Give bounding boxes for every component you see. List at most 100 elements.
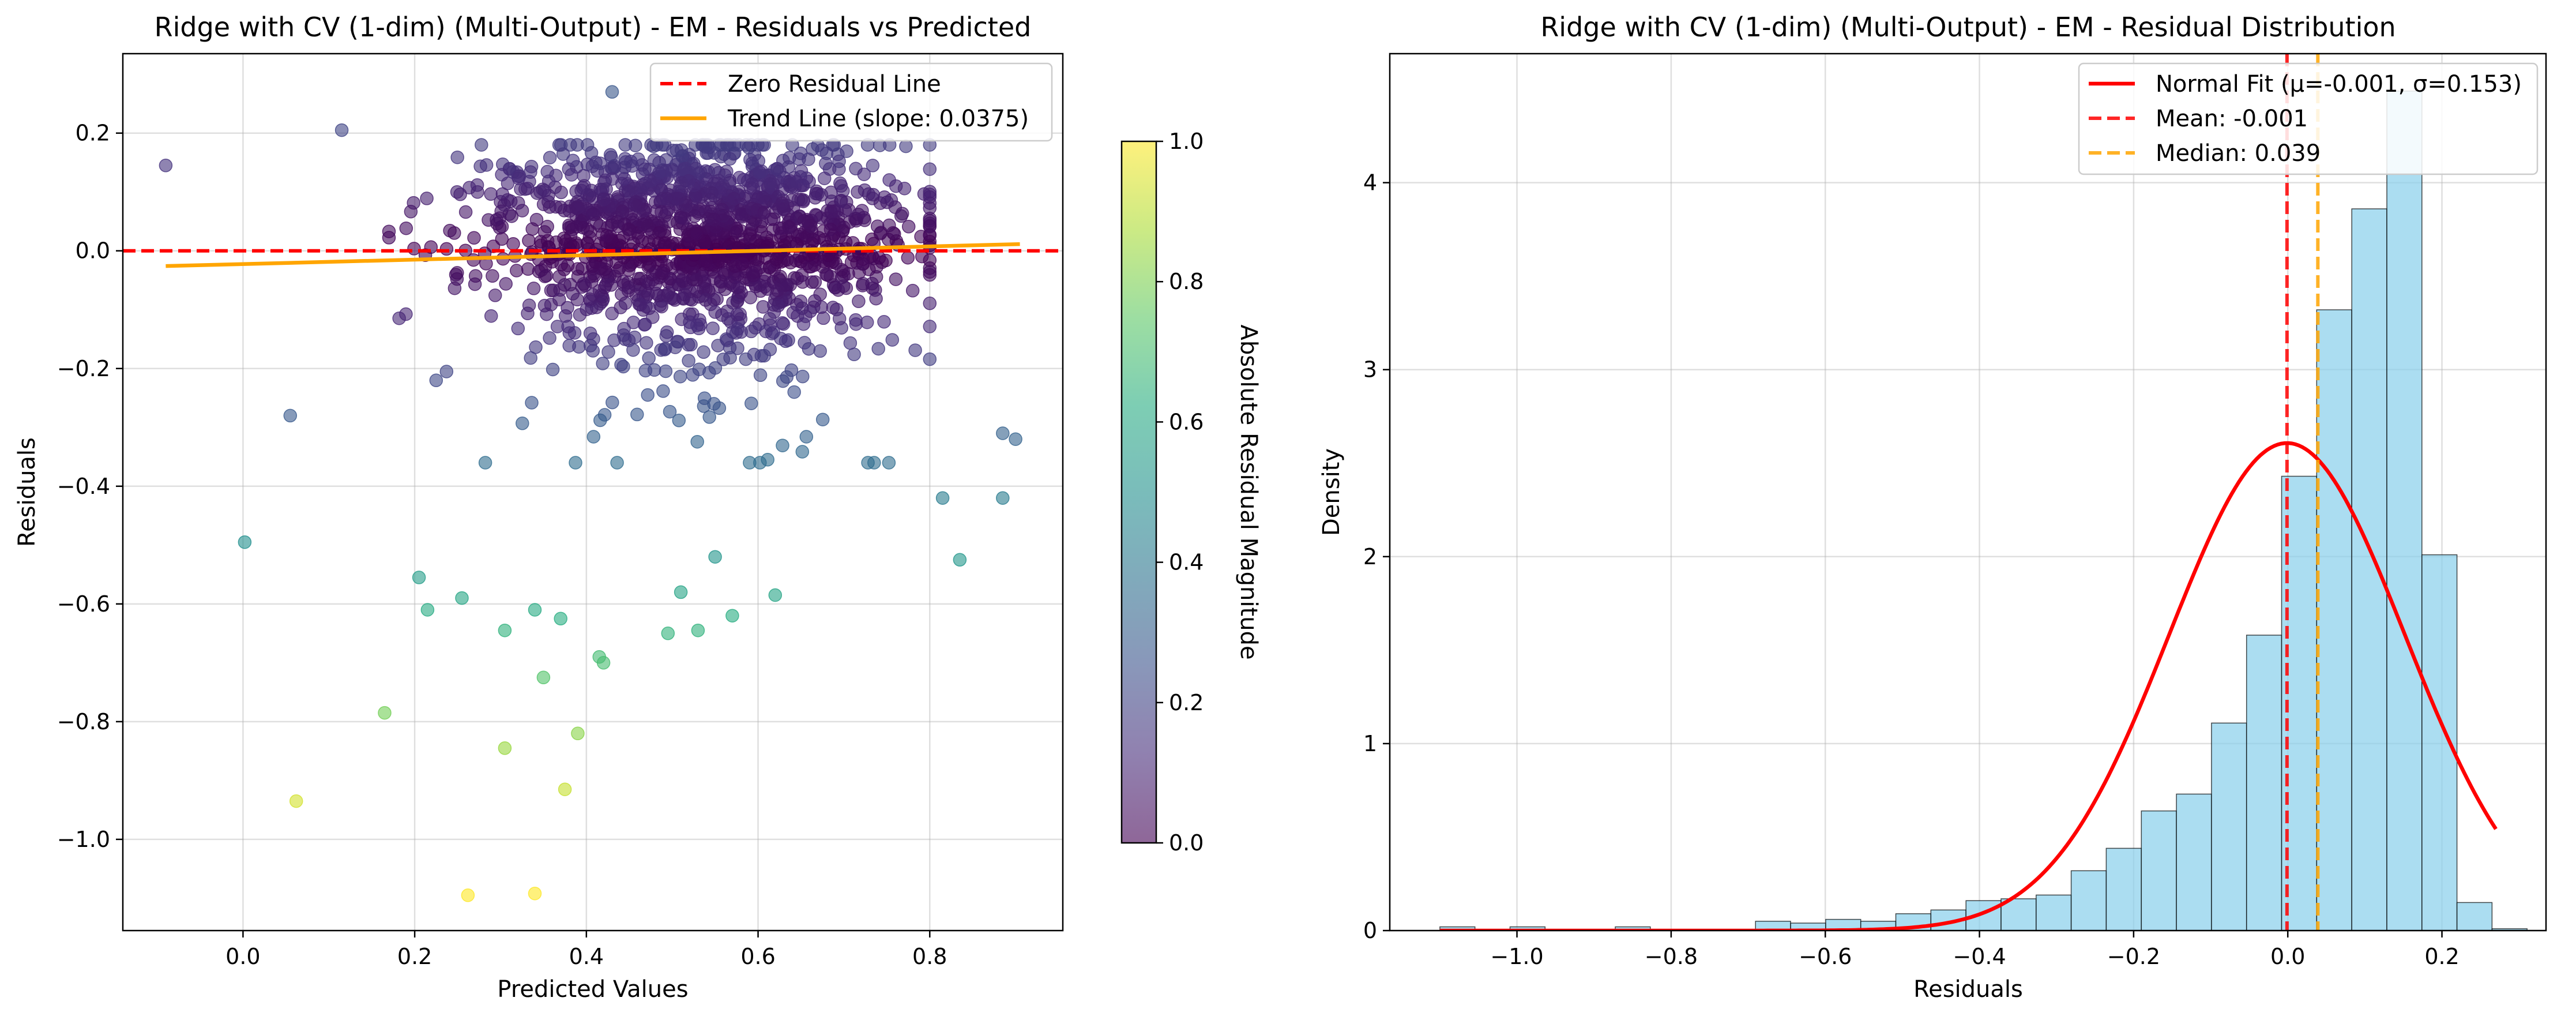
scatter-point: [645, 267, 660, 282]
y-tick-label: −0.4: [57, 474, 110, 499]
scatter-point: [731, 322, 745, 336]
scatter-point: [614, 301, 627, 314]
scatter-point: [776, 438, 789, 452]
scatter-point: [652, 288, 666, 303]
scatter-point: [895, 207, 909, 220]
scatter-point: [701, 212, 715, 226]
scatter-point: [755, 190, 770, 204]
scatter-point: [923, 352, 937, 366]
scatter-point: [675, 176, 689, 190]
scatter-point: [744, 396, 758, 410]
y-tick-label: −0.6: [57, 591, 110, 617]
scatter-point: [399, 307, 413, 321]
scatter-point: [905, 284, 920, 298]
scatter-point: [674, 143, 689, 157]
scatter-point: [513, 169, 527, 183]
scatter-point: [470, 178, 484, 192]
scatter-point: [597, 192, 611, 207]
histogram-bar: [2070, 870, 2107, 931]
y-tick-label: −0.2: [57, 356, 110, 381]
scatter-point: [554, 612, 567, 626]
scatter-point: [815, 412, 830, 426]
scatter-point: [702, 410, 716, 424]
scatter-point: [558, 782, 572, 796]
scatter-point: [586, 332, 600, 346]
scatter-point: [570, 220, 584, 234]
scatter-point: [586, 207, 600, 221]
scatter-point: [605, 85, 619, 99]
x-tick-label: −0.8: [1645, 944, 1698, 969]
scatter-point: [540, 220, 554, 234]
colorbar-tick-label: 0.2: [1169, 690, 1204, 715]
scatter-point: [506, 237, 520, 251]
scatter-point: [666, 291, 680, 306]
legend-box: [649, 62, 1053, 142]
scatter-point: [528, 603, 542, 617]
scatter-point: [783, 235, 797, 249]
scatter-point: [486, 269, 499, 283]
scatter-point: [450, 266, 464, 280]
scatter-point: [787, 385, 801, 399]
scatter-point: [525, 222, 539, 236]
scatter-point: [923, 265, 937, 279]
histogram-bar: [2211, 722, 2247, 931]
histogram-bar: [2491, 928, 2528, 931]
scatter-point: [492, 211, 507, 225]
colorbar-tick-label: 0.0: [1169, 830, 1204, 856]
scatter-point: [917, 187, 931, 201]
trend-line: [166, 242, 1020, 268]
scatter-point: [638, 162, 652, 177]
scatter-point: [439, 365, 454, 378]
scatter-point: [622, 262, 635, 277]
scatter-point: [771, 299, 785, 313]
scatter-point: [782, 291, 796, 305]
scatter-point: [570, 201, 585, 215]
scatter-point: [781, 220, 796, 234]
scatter-point: [743, 456, 757, 470]
scatter-point: [289, 794, 303, 808]
scatter-point: [473, 159, 487, 174]
scatter-point: [861, 456, 875, 470]
scatter-point: [596, 656, 611, 670]
scatter-point: [768, 588, 783, 602]
scatter-point: [580, 138, 595, 152]
scatter-point: [885, 333, 900, 347]
scatter-point: [407, 242, 421, 256]
scatter-point: [826, 301, 840, 314]
scatter-point: [543, 331, 556, 345]
normal-fit-curve: [1439, 441, 2498, 931]
scatter-point: [561, 301, 574, 315]
scatter-point: [823, 222, 838, 237]
scatter-point: [640, 336, 653, 350]
colorbar: 0.0 0.2 0.4 0.6 0.8 1.0 Absolute Residual Mag…: [1120, 129, 1262, 856]
scatter-point: [497, 198, 512, 212]
scatter-point: [334, 123, 349, 137]
scatter-point: [689, 227, 704, 241]
scatter-point: [586, 344, 600, 358]
scatter-point: [495, 167, 509, 182]
scatter-point: [582, 292, 597, 306]
x-tick-label: −1.0: [1490, 944, 1543, 969]
scatter-point: [756, 300, 770, 314]
chart-title: Ridge with CV (1-dim) (Multi-Output) - E…: [1540, 12, 2396, 43]
scatter-point: [817, 171, 832, 185]
scatter-point: [735, 207, 749, 221]
scatter-point: [577, 277, 591, 291]
scatter-point: [674, 585, 688, 599]
scatter-point: [742, 141, 755, 155]
scatter-point: [923, 213, 937, 228]
scatter-point: [710, 292, 724, 306]
scatter-point: [378, 706, 392, 720]
legend-label-trend-line: Trend Line (slope: 0.0375): [727, 106, 1029, 132]
scatter-chart: Ridge with CV (1-dim) (Multi-Output) - E…: [14, 12, 1262, 1003]
scatter-point: [869, 291, 883, 306]
scatter-point: [831, 283, 845, 297]
scatter-point: [563, 138, 577, 152]
legend-label-mean: Mean: -0.001: [2156, 106, 2308, 132]
scatter-point: [569, 456, 582, 470]
legend: Zero Residual Line Trend Line (slope: 0.…: [649, 62, 1053, 142]
scatter-point: [439, 242, 454, 256]
scatter-point: [688, 209, 702, 223]
scatter-point: [674, 211, 689, 225]
x-tick-label: −0.2: [2107, 944, 2160, 969]
